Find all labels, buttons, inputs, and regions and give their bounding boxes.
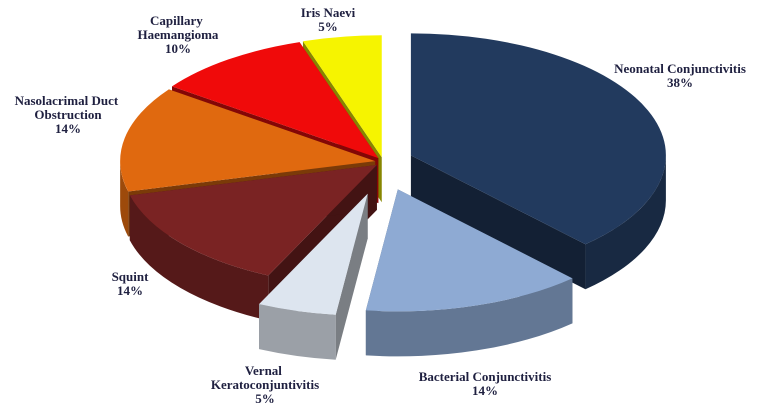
slice-wall xyxy=(120,161,129,237)
value-label: 10% xyxy=(165,41,191,56)
value-label: 14% xyxy=(55,121,81,136)
slice-label: Capillary Haemangioma xyxy=(138,13,219,42)
value-label: 14% xyxy=(472,383,498,398)
slice xyxy=(120,89,376,192)
value-label: 38% xyxy=(667,75,693,90)
slice-label: Neonatal Conjunctivitis xyxy=(614,61,746,76)
value-label: 5% xyxy=(318,19,338,34)
slice-label: Squint xyxy=(112,269,150,284)
slice-side xyxy=(410,155,586,290)
slice-wall xyxy=(129,195,269,321)
slice-wall xyxy=(259,304,336,360)
slice xyxy=(302,35,382,158)
value-label: 14% xyxy=(117,283,143,298)
slice-label: Bacterial Conjunctivitis xyxy=(419,369,552,384)
slice xyxy=(129,165,377,276)
slice-wall xyxy=(585,155,666,290)
slice-wall xyxy=(365,278,573,357)
slice-label: Iris Naevi xyxy=(301,5,356,20)
slice xyxy=(259,193,368,315)
slice xyxy=(365,189,573,312)
value-label: 5% xyxy=(255,391,275,406)
slice xyxy=(171,42,379,159)
slice xyxy=(410,33,666,245)
slice-label: Vernal Keratoconjuntivitis xyxy=(211,363,319,392)
slice-label: Nasolacrimal Duct Obstruction xyxy=(15,93,122,122)
